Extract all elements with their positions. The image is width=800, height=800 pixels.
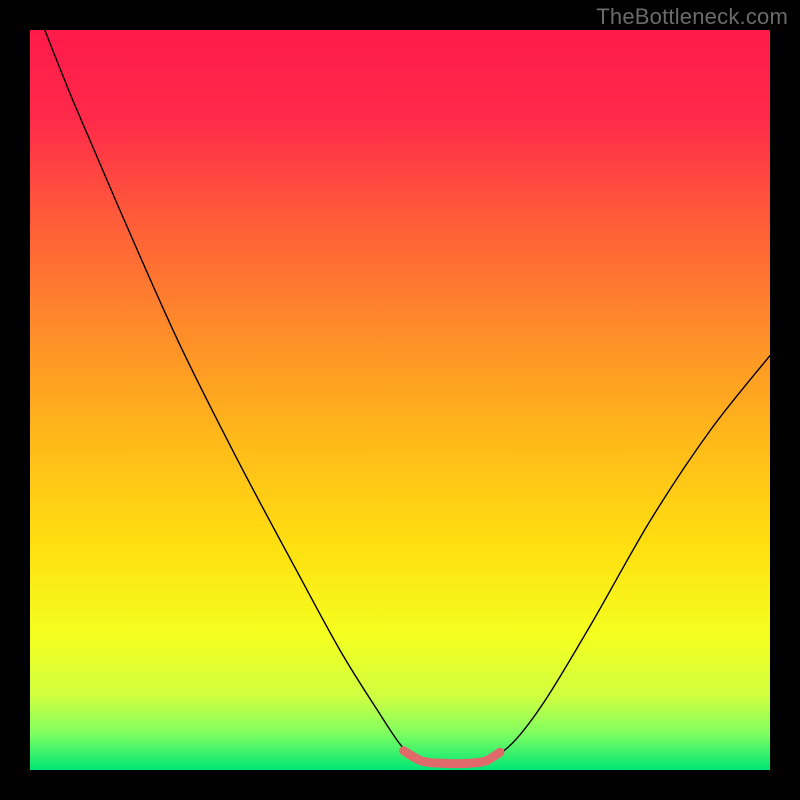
bottleneck-chart xyxy=(0,0,800,800)
watermark-text: TheBottleneck.com xyxy=(596,4,788,30)
plot-background xyxy=(30,30,770,770)
chart-stage: TheBottleneck.com xyxy=(0,0,800,800)
